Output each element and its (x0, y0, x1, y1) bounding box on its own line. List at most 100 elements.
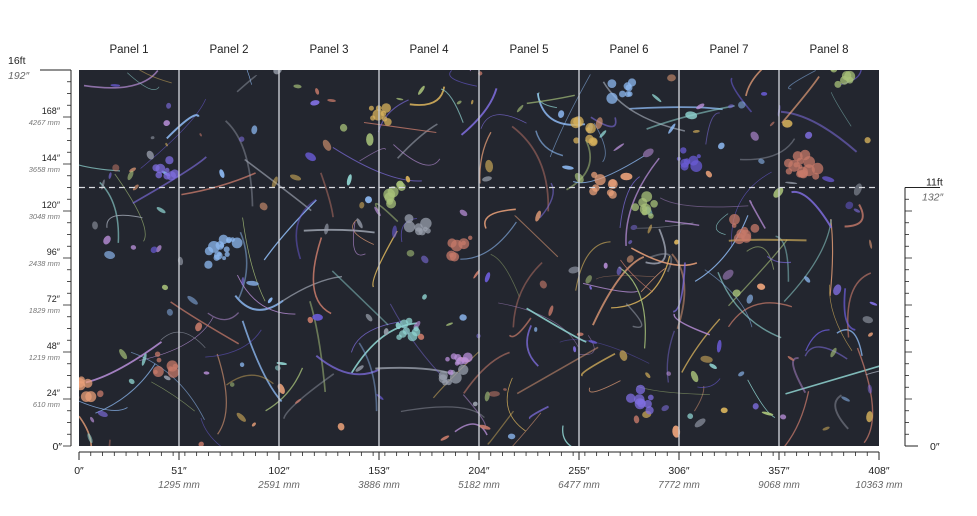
plant-leaf (694, 418, 706, 428)
bottom-axis-tick-label: 51″ (171, 465, 187, 477)
plant-flower (731, 223, 737, 228)
plant-stem (138, 70, 172, 84)
plant-leaf (692, 129, 700, 133)
plant-flower (461, 357, 469, 365)
plant-flower (645, 406, 654, 415)
plant-flower (841, 61, 848, 68)
plant-leaf (709, 363, 717, 370)
plant-stem (484, 208, 516, 229)
plant-stem (246, 70, 252, 85)
plant-stem (697, 378, 721, 388)
plant-flower (608, 179, 617, 187)
plant-leaf (616, 266, 622, 276)
plant-flower (224, 251, 230, 257)
left-axis-tick-mm: 610 mm (33, 400, 60, 409)
plant-stem (166, 114, 200, 140)
plant-stem (829, 219, 834, 296)
plant-stem (79, 400, 128, 411)
plant-stem (108, 439, 111, 446)
plant-leaf (757, 283, 766, 290)
plant-stem (843, 288, 856, 331)
plant-leaf (289, 174, 302, 181)
left-axis-tick-label: 96″ (47, 247, 61, 257)
plant-stem (514, 214, 559, 258)
bottom-axis-tick-label: 306″ (668, 465, 690, 477)
plant-leaf (661, 405, 669, 412)
plant-leaf (503, 388, 507, 391)
plant-leaf (485, 159, 494, 173)
plant-leaf (645, 372, 651, 379)
plant-stem (463, 351, 510, 394)
plant-flower (641, 209, 648, 216)
plant-leaf (315, 88, 320, 95)
plant-flower (80, 391, 92, 402)
plant-flower (631, 203, 640, 212)
plant-leaf (626, 255, 634, 263)
plant-leaf (668, 123, 676, 134)
panel-label: Panel 2 (209, 44, 248, 56)
plant-flower (635, 384, 646, 395)
plant-stem (295, 198, 317, 260)
plant-flower (155, 163, 166, 174)
plant-stem (511, 125, 550, 212)
plant-stem (449, 70, 477, 87)
plant-leaf (869, 239, 873, 249)
bottom-axis-tick-label: 357″ (768, 465, 790, 477)
plant-flower (637, 399, 646, 408)
plant-stem (785, 365, 879, 395)
bottom-axis-tick-mm: 10363 mm (855, 480, 902, 491)
plant-stem (830, 92, 852, 127)
plant-stem (139, 316, 214, 361)
plant-stem (671, 253, 686, 330)
plant-stem (106, 214, 143, 228)
plant-leaf (642, 148, 654, 158)
plant-leaf (119, 349, 128, 360)
plant-stem (727, 302, 793, 328)
plant-leaf (866, 411, 873, 423)
plant-flower (573, 137, 580, 144)
plant-flower (468, 235, 473, 240)
bottom-axis-tick-mm: 9068 mm (758, 480, 800, 491)
plant-leaf (104, 250, 116, 260)
plant-stem (216, 353, 227, 435)
plant-flower (741, 233, 752, 243)
left-axis-tick-mm: 3048 mm (29, 212, 60, 221)
panel-label: Panel 1 (109, 44, 148, 56)
plant-leaf (459, 314, 467, 321)
plant-stem (625, 303, 643, 328)
plant-stem (480, 114, 527, 129)
plant-leaf (395, 322, 401, 330)
plant-flower (648, 213, 654, 219)
plant-flower (79, 382, 80, 387)
plant-leaf (365, 196, 372, 204)
plant-leaf (456, 100, 462, 105)
plant-flower (204, 246, 214, 256)
plant-leaf (830, 347, 837, 358)
plant-stem (588, 380, 621, 393)
plant-leaf (667, 74, 676, 82)
plant-stem (672, 262, 686, 313)
plant-flower (420, 217, 432, 230)
plant-leaf (322, 139, 332, 151)
plant-leaf (822, 176, 835, 183)
plant-stem (397, 123, 438, 159)
plant-flower (445, 356, 450, 362)
plant-leaf (150, 136, 155, 140)
plant-leaf (259, 202, 268, 211)
plant-stem (200, 417, 222, 446)
bottom-axis-tick-mm: 2591 mm (257, 480, 300, 491)
plant-flower (812, 172, 820, 180)
plant-leaf (478, 424, 491, 430)
plant-leaf (599, 130, 607, 138)
plant-leaf (219, 169, 225, 178)
plant-flower (680, 158, 690, 168)
plant-flower (222, 256, 227, 261)
plant-flower (372, 109, 384, 121)
plant-stem (749, 200, 766, 229)
plant-stem (237, 231, 248, 299)
plant-stem (374, 202, 399, 223)
plant-leaf (110, 84, 121, 87)
plant-stem (375, 366, 454, 375)
plant-leaf (166, 102, 172, 109)
plant-stem (487, 410, 515, 445)
